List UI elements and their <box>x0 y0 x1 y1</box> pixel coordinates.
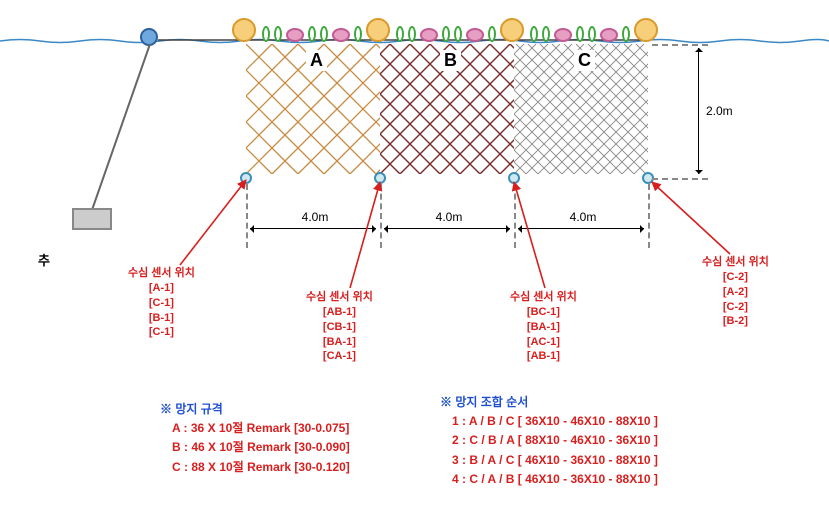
callout-item: [CB-1] <box>306 320 373 335</box>
bead-pink-icon <box>420 28 438 42</box>
bead-pink-icon <box>332 28 350 42</box>
sinker-icon <box>240 172 252 184</box>
bead-green-icon <box>488 26 496 42</box>
legend-spec-row: A : 36 X 10절 Remark [30-0.075] <box>160 419 350 438</box>
dim-depth-label: 2.0m <box>706 104 750 118</box>
callout-item: [C-2] <box>702 270 769 285</box>
dim-depth-dash-top <box>652 44 708 46</box>
callout-title: 수심 센서 위치 <box>510 290 577 305</box>
bead-green-icon <box>274 26 282 42</box>
bead-pink-icon <box>554 28 572 42</box>
dim-width-a <box>250 228 376 229</box>
bead-green-icon <box>308 26 316 42</box>
callout-title: 수심 센서 위치 <box>128 266 195 281</box>
anchor-float-icon <box>140 28 158 46</box>
net-panel-label-c: C <box>574 50 595 71</box>
legend-spec-header: ※ 망지 규격 <box>160 400 350 419</box>
callout-title: 수심 센서 위치 <box>702 255 769 270</box>
bead-green-icon <box>396 26 404 42</box>
anchor-weight-icon <box>72 208 112 230</box>
bead-green-icon <box>442 26 450 42</box>
bead-pink-icon <box>466 28 484 42</box>
callout-item: [BA-1] <box>510 320 577 335</box>
anchor-label: 추 <box>38 250 50 269</box>
dim-width-c <box>518 228 644 229</box>
callout-item: [CA-1] <box>306 349 373 364</box>
dim-width-a-label: 4.0m <box>290 210 340 224</box>
dim-vline <box>514 184 516 248</box>
legend-combo-row: 1 : A / B / C [ 36X10 - 46X10 - 88X10 ] <box>440 412 658 431</box>
dim-width-c-label: 4.0m <box>558 210 608 224</box>
bead-green-icon <box>454 26 462 42</box>
callout-item: [C-1] <box>128 296 195 311</box>
float-icon <box>366 18 390 42</box>
dim-width-b-label: 4.0m <box>424 210 474 224</box>
bead-green-icon <box>530 26 538 42</box>
callout-item: [B-1] <box>128 311 195 326</box>
legend-combo-row: 2 : C / B / A [ 88X10 - 46X10 - 36X10 ] <box>440 431 658 450</box>
bead-pink-icon <box>286 28 304 42</box>
bead-green-icon <box>320 26 328 42</box>
legend-combo-row: 4 : C / A / B [ 46X10 - 36X10 - 88X10 ] <box>440 470 658 489</box>
bead-green-icon <box>408 26 416 42</box>
dim-vline <box>246 184 248 248</box>
bead-pink-icon <box>600 28 618 42</box>
callout-sensor-2: 수심 센서 위치 [AB-1] [CB-1] [BA-1] [CA-1] <box>306 290 373 364</box>
dim-depth-dash-bot <box>652 178 708 180</box>
bead-green-icon <box>542 26 550 42</box>
legend-spec: ※ 망지 규격 A : 36 X 10절 Remark [30-0.075] B… <box>160 400 350 477</box>
dim-depth-line <box>698 48 699 174</box>
callout-sensor-1: 수심 센서 위치 [A-1] [C-1] [B-1] [C-1] <box>128 266 195 340</box>
callout-item: [C-1] <box>128 325 195 340</box>
legend-spec-row: B : 46 X 10절 Remark [30-0.090] <box>160 438 350 457</box>
net-panel-label-b: B <box>440 50 461 71</box>
callout-item: [BC-1] <box>510 305 577 320</box>
bead-green-icon <box>622 26 630 42</box>
dim-vline <box>380 184 382 248</box>
sinker-icon <box>374 172 386 184</box>
callout-item: [BA-1] <box>306 335 373 350</box>
legend-combo-row: 3 : B / A / C [ 46X10 - 36X10 - 88X10 ] <box>440 451 658 470</box>
net-panel-c: C <box>514 44 648 174</box>
net-panel-label-a: A <box>306 50 327 71</box>
bead-green-icon <box>262 26 270 42</box>
float-icon <box>500 18 524 42</box>
float-icon <box>634 18 658 42</box>
callout-item: [B-2] <box>702 314 769 329</box>
float-icon <box>232 18 256 42</box>
callout-title: 수심 센서 위치 <box>306 290 373 305</box>
legend-spec-row: C : 88 X 10절 Remark [30-0.120] <box>160 458 350 477</box>
legend-combo: ※ 망지 조합 순서 1 : A / B / C [ 36X10 - 46X10… <box>440 393 658 489</box>
bead-green-icon <box>588 26 596 42</box>
callout-item: [AB-1] <box>510 349 577 364</box>
dim-width-b <box>384 228 510 229</box>
net-panel-a: A <box>246 44 380 174</box>
sinker-icon <box>508 172 520 184</box>
callout-item: [A-1] <box>128 281 195 296</box>
callout-item: [AB-1] <box>306 305 373 320</box>
legend-combo-header: ※ 망지 조합 순서 <box>440 393 658 412</box>
bead-green-icon <box>354 26 362 42</box>
callout-item: [AC-1] <box>510 335 577 350</box>
net-panel-b: B <box>380 44 514 174</box>
callout-item: [C-2] <box>702 300 769 315</box>
callout-item: [A-2] <box>702 285 769 300</box>
callout-sensor-4: 수심 센서 위치 [C-2] [A-2] [C-2] [B-2] <box>702 255 769 329</box>
bead-green-icon <box>576 26 584 42</box>
dim-vline <box>648 184 650 248</box>
callout-sensor-3: 수심 센서 위치 [BC-1] [BA-1] [AC-1] [AB-1] <box>510 290 577 364</box>
